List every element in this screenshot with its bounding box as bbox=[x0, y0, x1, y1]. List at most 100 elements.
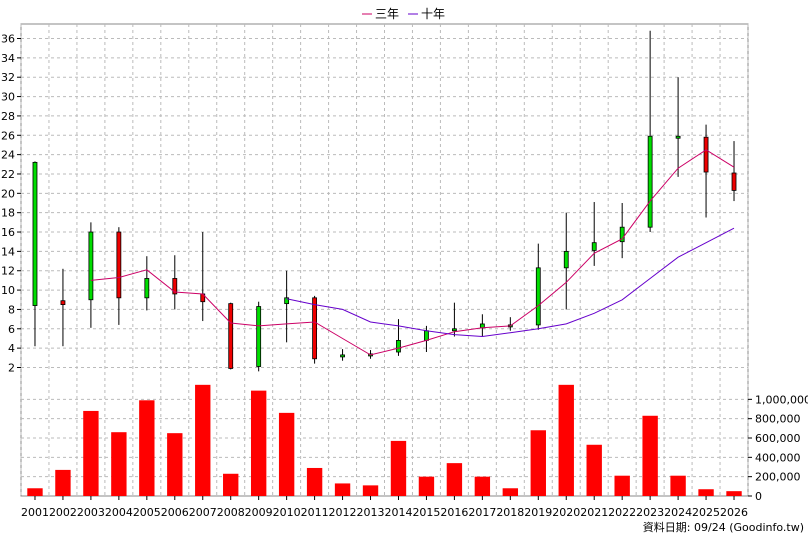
candle-body bbox=[312, 297, 317, 360]
volume-bar bbox=[250, 390, 267, 496]
year-tick-label: 2015 bbox=[412, 506, 440, 519]
legend-label: 十年 bbox=[421, 7, 445, 21]
year-tick-label: 2004 bbox=[105, 506, 133, 519]
candle-body bbox=[563, 250, 569, 269]
candle-body bbox=[396, 339, 401, 353]
volume-bar bbox=[167, 433, 183, 496]
volume-tick-label: 800,000 bbox=[755, 413, 801, 426]
price-tick-label: 18 bbox=[1, 207, 15, 220]
candle-body bbox=[424, 330, 429, 341]
volume-bar bbox=[223, 473, 239, 496]
candle-body bbox=[88, 231, 94, 301]
price-tick-label: 34 bbox=[1, 52, 15, 65]
volume-bar bbox=[530, 430, 546, 496]
volume-tick-label: 0 bbox=[755, 490, 762, 503]
ma10-line bbox=[286, 227, 735, 338]
volume-bars bbox=[27, 384, 742, 496]
candle-body bbox=[591, 242, 597, 251]
price-tick-label: 10 bbox=[1, 284, 15, 297]
year-tick-label: 2022 bbox=[608, 506, 636, 519]
volume-bar bbox=[586, 444, 602, 496]
grid bbox=[20, 23, 749, 497]
year-tick-label: 2013 bbox=[357, 506, 385, 519]
year-tick-label: 2005 bbox=[133, 506, 161, 519]
volume-bar bbox=[614, 475, 630, 496]
candle-body bbox=[116, 231, 122, 299]
price-tick-label: 28 bbox=[1, 110, 15, 123]
volume-bar bbox=[139, 400, 155, 496]
price-tick-label: 30 bbox=[1, 91, 15, 104]
candle-body bbox=[619, 226, 625, 243]
price-tick-label: 36 bbox=[1, 33, 15, 46]
year-tick-label: 2014 bbox=[384, 506, 412, 519]
volume-tick-label: 600,000 bbox=[755, 432, 801, 445]
candle-body bbox=[675, 135, 681, 139]
volume-bar bbox=[83, 410, 99, 496]
price-tick-label: 24 bbox=[1, 149, 15, 162]
year-tick-label: 2008 bbox=[217, 506, 245, 519]
volume-bar bbox=[278, 412, 295, 496]
volume-bar bbox=[558, 384, 574, 496]
price-tick-label: 8 bbox=[8, 303, 15, 316]
price-tick-label: 14 bbox=[1, 245, 15, 258]
volume-tick-label: 400,000 bbox=[755, 451, 801, 464]
legend: 三年 十年 bbox=[362, 7, 445, 21]
year-tick-label: 2019 bbox=[524, 506, 552, 519]
year-tick-label: 2024 bbox=[664, 506, 692, 519]
year-tick-label: 2017 bbox=[468, 506, 496, 519]
axes: 246810121416182022242628303234360200,000… bbox=[1, 33, 808, 519]
volume-tick-label: 1,000,000 bbox=[755, 393, 808, 406]
candle-body bbox=[452, 328, 457, 332]
price-tick-label: 6 bbox=[8, 323, 15, 336]
price-tick-label: 16 bbox=[1, 226, 15, 239]
candle-body bbox=[172, 278, 178, 295]
candlesticks bbox=[32, 30, 737, 372]
candle-body bbox=[284, 297, 290, 305]
price-tick-label: 12 bbox=[1, 265, 15, 278]
year-tick-label: 2001 bbox=[21, 506, 49, 519]
year-tick-label: 2018 bbox=[496, 506, 524, 519]
year-tick-label: 2020 bbox=[552, 506, 580, 519]
price-tick-label: 2 bbox=[8, 361, 15, 374]
volume-bar bbox=[698, 489, 714, 496]
price-tick-label: 22 bbox=[1, 168, 15, 181]
year-tick-label: 2010 bbox=[273, 506, 301, 519]
volume-bar bbox=[502, 488, 519, 496]
year-tick-label: 2006 bbox=[161, 506, 189, 519]
candle-body bbox=[731, 172, 737, 191]
year-tick-label: 2003 bbox=[77, 506, 105, 519]
volume-tick-label: 200,000 bbox=[755, 471, 801, 484]
volume-bar bbox=[27, 488, 43, 496]
year-tick-label: 2021 bbox=[580, 506, 608, 519]
volume-bar bbox=[390, 440, 407, 496]
volume-bar bbox=[446, 463, 463, 496]
year-tick-label: 2023 bbox=[636, 506, 664, 519]
volume-bar bbox=[642, 415, 658, 496]
volume-bar bbox=[111, 432, 127, 496]
legend-label: 三年 bbox=[375, 7, 399, 21]
candle-body bbox=[256, 306, 262, 367]
candle-body bbox=[60, 300, 66, 305]
year-tick-label: 2016 bbox=[440, 506, 468, 519]
volume-bar bbox=[362, 485, 379, 496]
candle-body bbox=[535, 267, 541, 326]
price-tick-label: 4 bbox=[8, 342, 15, 355]
volume-bar bbox=[726, 491, 742, 496]
volume-bar bbox=[306, 467, 323, 496]
candle-body bbox=[32, 161, 38, 306]
volume-bar bbox=[334, 483, 351, 496]
volume-bar bbox=[418, 476, 435, 496]
price-tick-label: 32 bbox=[1, 71, 15, 84]
volume-bar bbox=[195, 384, 211, 496]
candle-body bbox=[703, 136, 709, 173]
candle-body bbox=[228, 303, 234, 369]
price-tick-label: 26 bbox=[1, 129, 15, 142]
year-tick-label: 2007 bbox=[189, 506, 217, 519]
year-tick-label: 2025 bbox=[692, 506, 720, 519]
year-tick-label: 2002 bbox=[49, 506, 77, 519]
volume-bar bbox=[670, 475, 686, 496]
ma3-line bbox=[90, 149, 735, 356]
moving-average-lines bbox=[90, 149, 735, 356]
candle-body bbox=[340, 354, 345, 358]
